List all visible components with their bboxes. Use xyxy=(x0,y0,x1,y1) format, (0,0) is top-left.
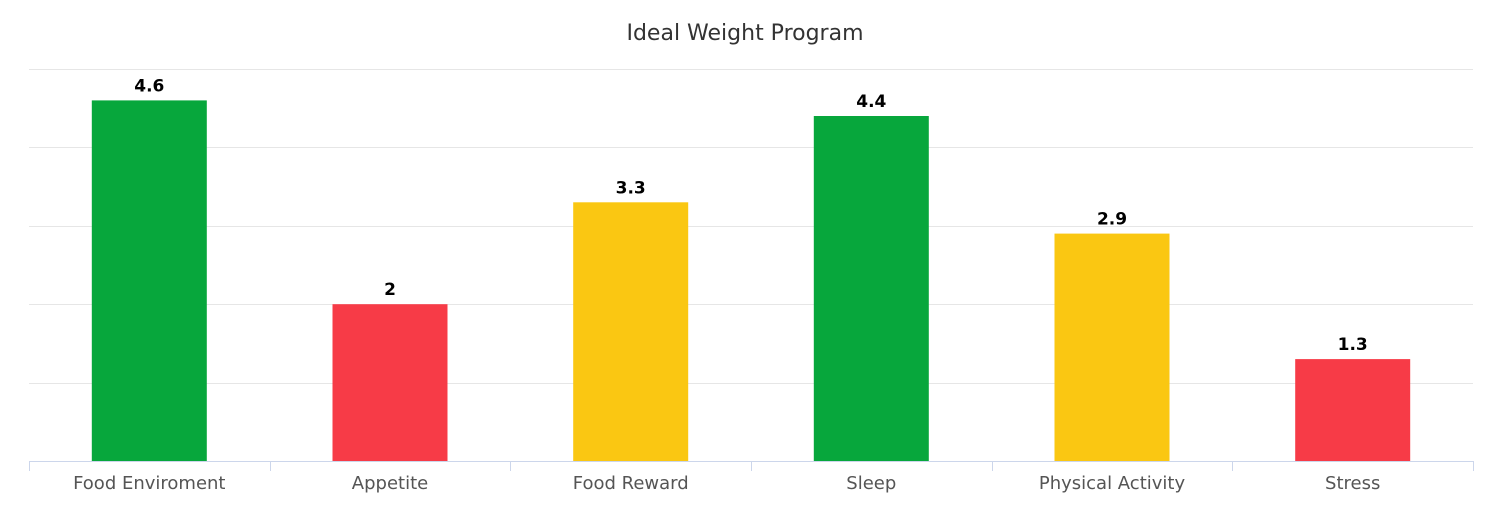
bar-stress xyxy=(1295,359,1411,461)
x-tick-label: Physical Activity xyxy=(1039,473,1186,494)
data-label: 1.3 xyxy=(1338,335,1368,355)
bar-physical-activity xyxy=(1054,233,1170,461)
data-label: 4.6 xyxy=(134,76,164,96)
data-label: 4.4 xyxy=(856,92,886,112)
grid-lines xyxy=(29,69,1473,384)
x-tick-label: Food Enviroment xyxy=(73,473,225,494)
bars xyxy=(91,100,1411,462)
bar-sleep xyxy=(813,116,929,461)
x-tick-label: Appetite xyxy=(352,473,428,494)
data-label: 2 xyxy=(384,280,396,300)
x-tick-label: Sleep xyxy=(846,473,896,494)
x-tick-label: Stress xyxy=(1325,473,1380,494)
x-tick-label: Food Reward xyxy=(573,473,689,494)
data-label: 3.3 xyxy=(616,178,646,198)
bar-food-enviroment xyxy=(91,100,207,462)
x-axis: Food Enviroment Appetite Food Reward Sleep P… xyxy=(29,461,1474,494)
bar-food-reward xyxy=(573,202,689,462)
chart-title: Ideal Weight Program xyxy=(626,21,863,46)
bar-appetite xyxy=(332,304,448,461)
data-labels: 4.6 2 3.3 4.4 2.9 1.3 xyxy=(134,76,1368,355)
data-label: 2.9 xyxy=(1097,210,1127,230)
